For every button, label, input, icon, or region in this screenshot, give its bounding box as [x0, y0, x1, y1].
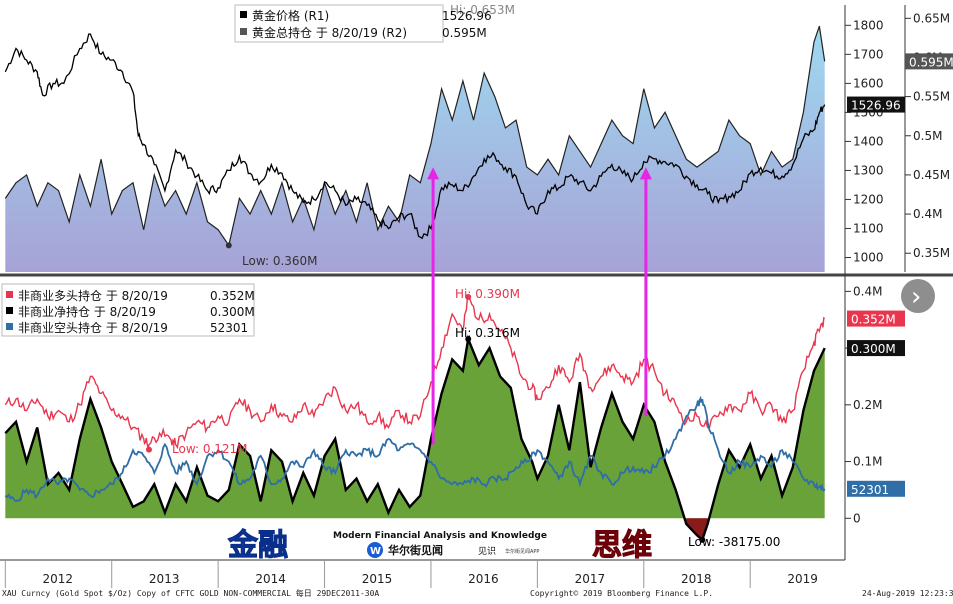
- right-tick-label: 0.65M: [913, 11, 950, 25]
- legend-swatch-long: [6, 291, 13, 298]
- long-last-flag: 0.352M: [851, 313, 896, 327]
- net-hi-label: Hi: 0.316M: [455, 326, 520, 340]
- oi-last-flag-box: [905, 53, 953, 70]
- x-tick-label: 2013: [149, 572, 180, 586]
- legend-value-short: 52301: [210, 321, 248, 335]
- bottom-panel: Hi: 0.390M Hi: 0.316M Low: 0.121M Low: -381…: [4, 287, 826, 549]
- legend-swatch-net: [6, 307, 13, 314]
- series-long-position-line: [4, 295, 826, 450]
- bottom-tick-label: 0: [853, 511, 861, 525]
- top-legend: 黄金价格 (R1) 1526.96 黄金总持仓 于 8/20/19 (R2) 0…: [234, 4, 492, 43]
- oi-hi-label: Hi: 0.653M: [450, 3, 515, 17]
- right-tick-label: 0.5M: [913, 129, 942, 143]
- right-tick-label: 0.4M: [913, 207, 942, 221]
- legend-swatch-short: [6, 323, 13, 330]
- legend-value-price: 1526.96: [442, 9, 492, 23]
- legend-value-net: 0.300M: [210, 305, 255, 319]
- next-button-circle[interactable]: [901, 279, 935, 313]
- oi-low-marker: [225, 242, 232, 249]
- net-hi-marker: [465, 336, 472, 343]
- series-short-position-line: [4, 395, 826, 503]
- legend-value-long: 0.352M: [210, 289, 255, 303]
- chevron-right-icon[interactable]: ›: [911, 282, 921, 312]
- x-tick-label: 2012: [43, 572, 74, 586]
- left-tick-label: 1600: [853, 76, 884, 90]
- bottom-tick-label: 0.4M: [853, 284, 882, 298]
- long-low-marker: [145, 446, 152, 453]
- left-tick-label: 1700: [853, 47, 884, 61]
- x-tick-label: 2015: [362, 572, 393, 586]
- right-tick-label: 0.35M: [913, 246, 950, 260]
- legend-value-oi: 0.595M: [442, 26, 487, 40]
- footer-copyright: Copyright© 2019 Bloomberg Finance L.P.: [530, 589, 713, 598]
- series-net-position-negative-area: [686, 518, 708, 540]
- legend-label-net: 非商业净持仓 于 8/20/19: [18, 304, 156, 319]
- watermark-brand-cn: 华尔街见闻: [388, 543, 443, 557]
- x-tick-label: 2017: [575, 572, 606, 586]
- oi-last-flag: 0.595M: [909, 55, 953, 69]
- x-tick-label: 2016: [468, 572, 499, 586]
- left-tick-label: 1200: [853, 192, 884, 206]
- watermark-right-cn: 思维: [592, 528, 652, 563]
- right-tick-label: 0.55M: [913, 90, 950, 104]
- long-hi-marker: [465, 294, 472, 301]
- watermark-brand-small: 见识: [478, 546, 496, 557]
- oi-low-label: Low: 0.360M: [242, 254, 318, 268]
- net-last-flag-box: [847, 340, 905, 357]
- bottom-tick-label: 0.2M: [853, 398, 882, 412]
- watermark-brand-tiny: 华尔街见闻APP: [505, 548, 539, 555]
- series-net-position-area: [5, 339, 825, 540]
- left-tick-label: 1400: [853, 134, 884, 148]
- legend-label-short: 非商业空头持仓 于 8/20/19: [18, 320, 168, 335]
- right-tick-label: 0.45M: [913, 168, 950, 182]
- bottom-legend: 非商业多头持仓 于 8/20/19 0.352M 非商业净持仓 于 8/20/1…: [1, 283, 255, 337]
- x-tick-label: 2019: [787, 572, 818, 586]
- price-last-flag: 1526.96: [851, 99, 901, 113]
- legend-swatch-price: [240, 11, 247, 18]
- bottom-legend-box: [1, 283, 255, 337]
- left-tick-label: 1800: [853, 18, 884, 32]
- footer-timestamp: 24-Aug-2019 12:23:3: [862, 589, 953, 598]
- long-low-label: Low: 0.121M: [172, 442, 248, 456]
- short-last-flag-box: [847, 480, 905, 497]
- left-tick-label: 1300: [853, 163, 884, 177]
- net-last-flag: 0.300M: [851, 342, 896, 356]
- footer-source: XAU Curncy (Gold Spot $/Oz) Copy of CFTC…: [2, 588, 379, 598]
- series-gold-price-line: [4, 33, 826, 240]
- brand-logo-letter: W: [370, 546, 381, 557]
- net-low-marker: [699, 536, 706, 543]
- bottom-tick-label: 0.1M: [853, 455, 882, 469]
- short-last-flag: 52301: [851, 483, 889, 497]
- long-last-flag-box: [847, 310, 905, 327]
- watermark-subtitle: Modern Financial Analysis and Knowledge: [333, 531, 547, 541]
- legend-label-price: 黄金价格 (R1): [252, 8, 329, 23]
- top-legend-box: [234, 4, 444, 43]
- series-open-interest-area: [5, 26, 825, 272]
- brand-logo-icon: [367, 542, 383, 558]
- legend-label-oi: 黄金总持仓 于 8/20/19 (R2): [252, 25, 407, 40]
- next-button[interactable]: ›: [901, 279, 935, 313]
- watermark: 金融 Modern Financial Analysis and Knowled…: [227, 528, 653, 564]
- watermark-left-cn: 金融: [227, 528, 288, 563]
- x-tick-label: 2014: [255, 572, 286, 586]
- top-panel: Hi: 0.653M Low: 0.360M: [4, 3, 826, 272]
- price-last-flag-box: [847, 96, 905, 113]
- series-open-interest-line: [4, 25, 826, 247]
- legend-label-long: 非商业多头持仓 于 8/20/19: [18, 288, 168, 303]
- net-low-label: Low: -38175.00: [688, 535, 780, 549]
- left-tick-label: 1000: [853, 250, 884, 264]
- left-tick-label: 1100: [853, 221, 884, 235]
- x-tick-label: 2018: [681, 572, 712, 586]
- long-hi-label: Hi: 0.390M: [455, 287, 520, 301]
- legend-swatch-oi: [240, 28, 247, 35]
